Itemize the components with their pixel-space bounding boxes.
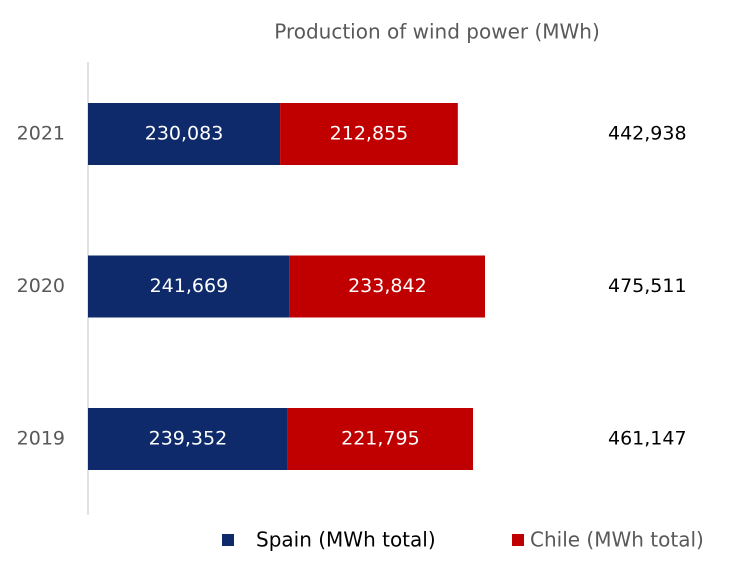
legend-label: Chile (MWh total) [530, 528, 704, 552]
legend-swatch [512, 534, 524, 546]
bar-segment [280, 103, 458, 165]
data-label: 221,795 [341, 428, 420, 450]
data-label: 239,352 [149, 428, 228, 450]
category-label: 2019 [17, 428, 65, 450]
bar-segment [88, 255, 290, 318]
total-label: 461,147 [608, 428, 687, 450]
total-label: 475,511 [608, 275, 687, 297]
category-label: 2020 [17, 275, 65, 297]
data-label: 212,855 [330, 123, 409, 145]
data-label: 233,842 [348, 275, 427, 297]
bar-segment [88, 103, 281, 165]
bar-segment [289, 255, 485, 318]
legend-swatch [222, 534, 234, 546]
data-label: 230,083 [145, 123, 224, 145]
legend-label: Spain (MWh total) [256, 528, 436, 552]
total-label: 442,938 [608, 123, 687, 145]
chart-title: Production of wind power (MWh) [274, 20, 600, 44]
data-label: 241,669 [150, 275, 229, 297]
category-label: 2021 [17, 123, 65, 145]
bar-segment [287, 408, 474, 470]
bar-segment [88, 408, 288, 470]
